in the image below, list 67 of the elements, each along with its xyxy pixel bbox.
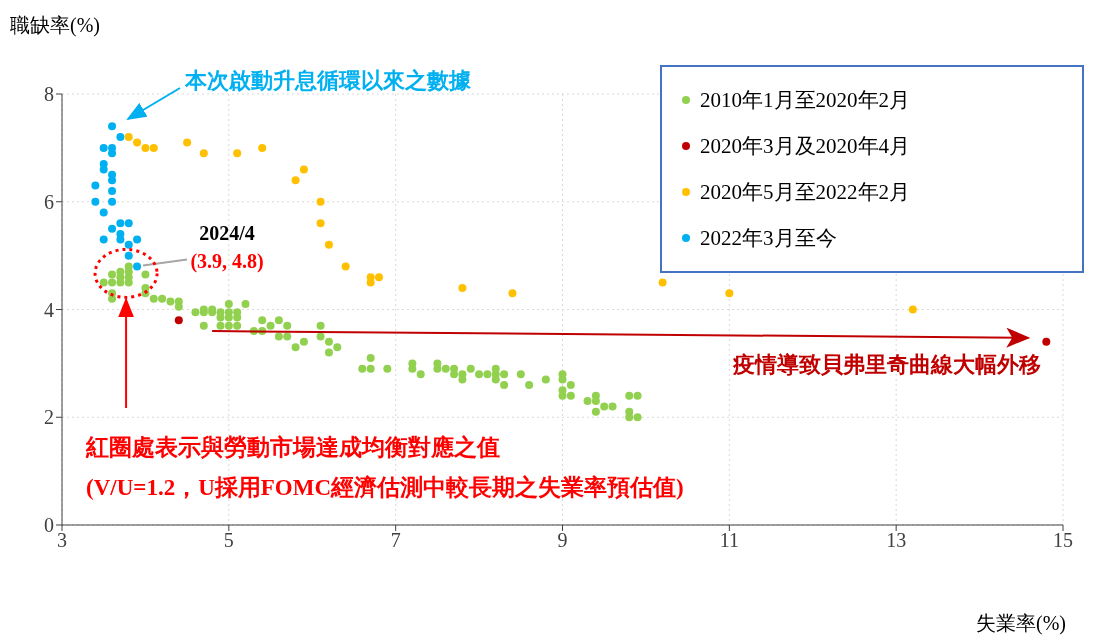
x-tick-label: 7 [390, 529, 401, 552]
y-tick-label: 4 [44, 298, 54, 321]
point [183, 138, 192, 147]
point [149, 143, 158, 152]
point [291, 176, 300, 185]
y-tick-label: 2 [44, 406, 54, 429]
point [116, 219, 125, 228]
y-tick-label: 8 [44, 83, 54, 106]
point [341, 262, 350, 271]
point [133, 262, 142, 271]
point [316, 219, 325, 228]
point [124, 251, 133, 260]
point [366, 278, 375, 287]
point [233, 149, 242, 158]
point [108, 197, 117, 206]
point [108, 224, 117, 233]
point [99, 208, 108, 217]
point [199, 149, 208, 158]
x-tick-label: 11 [719, 529, 739, 552]
point [99, 235, 108, 244]
legend-label: 2020年3月及2020年4月 [700, 133, 910, 160]
point [1042, 337, 1051, 346]
point [133, 235, 142, 244]
point [124, 219, 133, 228]
x-tick-label: 5 [223, 529, 234, 552]
point [91, 181, 100, 190]
annotation: (3.9, 4.8) [190, 250, 264, 274]
point [299, 165, 308, 174]
point [133, 138, 142, 147]
point [124, 133, 133, 142]
point [658, 278, 667, 287]
point [99, 143, 108, 152]
point [141, 143, 150, 152]
text: 本次啟動升息循環以來之數據 [185, 67, 471, 95]
point [316, 197, 325, 206]
legend-label: 2022年3月至今 [700, 225, 837, 252]
point [124, 240, 133, 249]
point [374, 273, 383, 282]
x-tick-label: 13 [886, 529, 907, 552]
y-tick-label: 0 [44, 514, 54, 537]
legend-label: 2020年5月至2022年2月 [700, 179, 910, 206]
point [116, 133, 125, 142]
point [725, 289, 734, 298]
point [908, 305, 917, 314]
point [108, 186, 117, 195]
point [91, 197, 100, 206]
point [324, 240, 333, 249]
point [458, 283, 467, 292]
point [508, 289, 517, 298]
point [99, 165, 108, 174]
x-tick-label: 15 [1053, 529, 1073, 552]
point [258, 143, 267, 152]
annotation: 2024/4 [199, 222, 255, 245]
y-axis-title: 職缺率(%) [10, 13, 100, 39]
annotation: 疫情導致貝弗里奇曲線大幅外移 [732, 351, 1042, 377]
x-axis-title: 失業率(%) [976, 611, 1066, 637]
x-tick-label: 9 [557, 529, 568, 552]
point [108, 176, 117, 185]
x-tick-label: 3 [57, 529, 67, 552]
annotation: 紅圈處表示與勞動市場達成均衡對應之值 [86, 434, 501, 462]
point [116, 235, 125, 244]
y-tick-label: 6 [44, 190, 54, 213]
annotation: (V/U=1.2，U採用FOMC經濟估測中較長期之失業率預估值) [86, 474, 684, 502]
point [174, 316, 183, 325]
point [108, 122, 117, 131]
legend-label: 2010年1月至2020年2月 [700, 87, 910, 114]
point [108, 149, 117, 158]
